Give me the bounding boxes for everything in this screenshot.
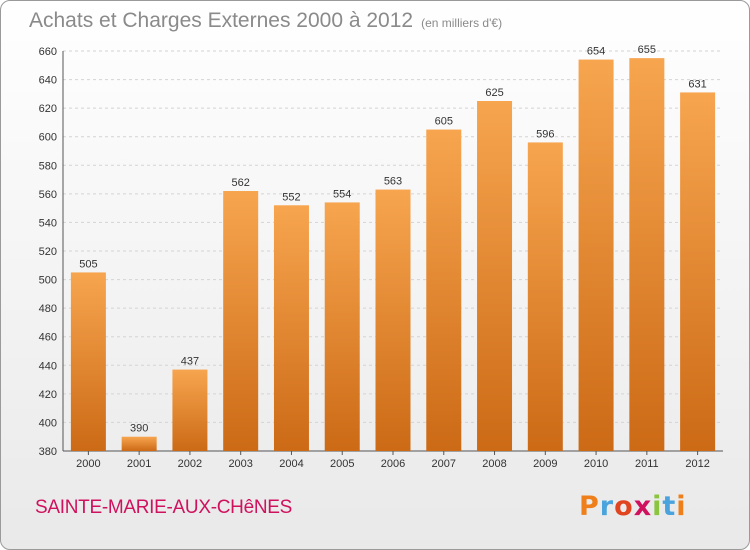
data-label-2010: 654 <box>587 46 605 58</box>
y-tick-label: 600 <box>39 132 57 144</box>
y-tick-label: 400 <box>39 417 57 429</box>
x-tick-label: 2011 <box>635 458 659 470</box>
bar-2000 <box>70 272 106 451</box>
proxiti-logo: Proxiti <box>579 491 687 522</box>
y-tick-label: 520 <box>39 246 57 258</box>
bar-2009 <box>527 142 563 451</box>
logo-letter: t <box>662 491 677 522</box>
bar-2004 <box>273 205 309 451</box>
x-tick-label: 2003 <box>228 458 252 470</box>
data-label-2000: 505 <box>79 258 97 270</box>
data-label-2012: 631 <box>688 78 706 90</box>
logo-letter: x <box>633 491 653 522</box>
data-label-2004: 552 <box>282 191 300 203</box>
logo-letter: o <box>614 491 634 522</box>
data-labels: 505 390 437 562 552 554 563 605 625 596 654 655 631 <box>79 44 707 435</box>
bars <box>70 58 716 452</box>
y-tick-label: 380 <box>39 446 57 458</box>
bar-2006 <box>375 189 411 452</box>
logo-letter: i <box>652 491 663 522</box>
data-label-2001: 390 <box>130 423 148 435</box>
data-label-2009: 596 <box>536 128 554 140</box>
logo-letter: i <box>676 491 687 522</box>
bar-2005 <box>324 202 360 451</box>
data-label-2002: 437 <box>181 356 199 368</box>
x-tick-label: 2006 <box>381 458 405 470</box>
bar-2010 <box>578 59 614 451</box>
chart-subtitle: (en milliers d'€) <box>421 16 503 30</box>
x-tick-label: 2007 <box>432 458 456 470</box>
y-tick-label: 620 <box>39 103 57 115</box>
data-label-2005: 554 <box>333 188 351 200</box>
data-label-2007: 605 <box>435 116 453 128</box>
y-tick-label: 440 <box>39 360 57 372</box>
data-label-2011: 655 <box>638 44 656 56</box>
bar-2007 <box>426 129 462 452</box>
x-tick-label: 2010 <box>584 458 608 470</box>
x-tick-label: 2002 <box>178 458 202 470</box>
y-tick-label: 420 <box>39 389 57 401</box>
y-tick-label: 500 <box>39 275 57 287</box>
y-tick-label: 560 <box>39 189 57 201</box>
bar-2012 <box>680 92 716 451</box>
x-tick-label: 2008 <box>482 458 506 470</box>
y-tick-label: 640 <box>39 75 57 87</box>
bar-2008 <box>477 101 513 451</box>
bar-2003 <box>223 191 259 451</box>
chart-title: Achats et Charges Externes 2000 à 2012 (e… <box>29 9 502 33</box>
x-tick-label: 2012 <box>685 458 709 470</box>
bar-2002 <box>172 369 208 451</box>
logo-letter: r <box>599 491 615 522</box>
commune-name: SAINTE-MARIE-AUX-CHêNES <box>35 497 293 518</box>
chart-title-text: Achats et Charges Externes 2000 à 2012 <box>29 9 414 32</box>
y-tick-label: 480 <box>39 303 57 315</box>
x-tick-label: 2000 <box>76 458 100 470</box>
x-tick-label: 2001 <box>127 458 151 470</box>
data-label-2003: 562 <box>232 177 250 189</box>
data-label-2006: 563 <box>384 176 402 188</box>
bar-2001 <box>121 436 157 451</box>
logo-letter: P <box>579 491 600 522</box>
y-tick-label: 660 <box>39 46 57 58</box>
x-tick-label: 2004 <box>279 458 303 470</box>
axes: 380 400 420 440 460 480 500 520 540 560 580 600 620 6… <box>39 46 723 470</box>
x-tick-label: 2009 <box>533 458 557 470</box>
y-tick-label: 580 <box>39 160 57 172</box>
data-label-2008: 625 <box>485 87 503 99</box>
y-tick-label: 460 <box>39 332 57 344</box>
x-tick-label: 2005 <box>330 458 354 470</box>
bar-2011 <box>629 58 665 452</box>
y-tick-label: 540 <box>39 217 57 229</box>
